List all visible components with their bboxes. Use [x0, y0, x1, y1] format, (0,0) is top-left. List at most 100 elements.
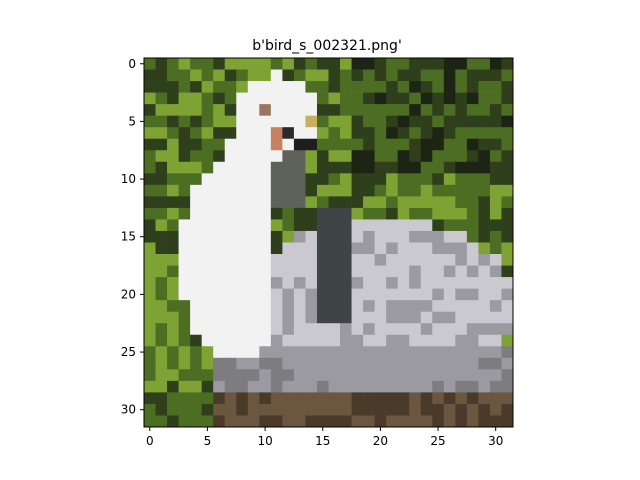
image-pixel: [178, 104, 191, 117]
image-pixel: [420, 288, 433, 301]
image-pixel: [397, 380, 410, 393]
image-pixel: [305, 254, 318, 266]
image-pixel: [409, 219, 422, 232]
image-pixel: [167, 81, 179, 93]
image-pixel: [363, 323, 375, 336]
image-pixel: [190, 207, 203, 220]
image-pixel: [420, 138, 433, 151]
image-pixel: [155, 196, 168, 209]
image-pixel: [213, 127, 226, 140]
image-pixel: [213, 115, 226, 128]
image-pixel: [144, 196, 156, 209]
image-pixel: [259, 196, 272, 209]
image-pixel: [213, 150, 226, 163]
image-pixel: [374, 104, 387, 117]
image-pixel: [478, 357, 491, 370]
image-pixel: [351, 357, 364, 370]
image-pixel: [270, 138, 283, 151]
image-pixel: [316, 277, 329, 289]
image-pixel: [155, 69, 168, 82]
image-pixel: [466, 415, 479, 428]
image-pixel: [247, 196, 260, 209]
image-pixel: [190, 254, 203, 266]
image-pixel: [328, 138, 341, 151]
image-pixel: [420, 277, 433, 289]
image-pixel: [455, 323, 468, 336]
image-pixel: [432, 415, 445, 428]
image-pixel: [178, 334, 191, 347]
image-pixel: [363, 265, 375, 278]
image-pixel: [455, 150, 468, 163]
image-pixel: [466, 380, 479, 393]
image-pixel: [201, 161, 214, 174]
image-pixel: [328, 403, 341, 416]
image-pixel: [374, 127, 387, 140]
image-pixel: [455, 69, 468, 82]
image-pixel: [443, 403, 456, 416]
image-pixel: [501, 138, 514, 151]
image-pixel: [213, 380, 226, 393]
image-pixel: [201, 58, 214, 70]
image-pixel: [190, 69, 203, 82]
image-pixel: [270, 127, 283, 140]
image-pixel: [409, 288, 422, 301]
image-pixel: [374, 92, 387, 105]
image-pixel: [282, 380, 295, 393]
image-pixel: [420, 173, 433, 186]
x-tick-label: 15: [315, 434, 330, 448]
axes-frame: [143, 57, 514, 428]
image-pixel: [501, 242, 514, 255]
image-pixel: [340, 104, 352, 117]
image-pixel: [409, 81, 422, 93]
image-pixel: [236, 69, 249, 82]
image-pixel: [236, 288, 249, 301]
image-pixel: [224, 104, 237, 117]
image-pixel: [236, 415, 249, 428]
image-pixel: [340, 138, 352, 151]
image-pixel: [259, 184, 272, 197]
image-pixel: [420, 334, 433, 347]
image-pixel: [478, 380, 491, 393]
image-pixel: [363, 403, 375, 416]
image-pixel: [455, 242, 468, 255]
image-pixel: [386, 403, 399, 416]
image-pixel: [466, 92, 479, 105]
image-pixel: [432, 207, 445, 220]
image-pixel: [293, 300, 306, 313]
image-pixel: [144, 92, 156, 105]
image-pixel: [409, 207, 422, 220]
image-pixel: [270, 58, 283, 70]
image-pixel: [386, 369, 399, 382]
image-pixel: [144, 265, 156, 278]
image-pixel: [478, 138, 491, 151]
image-pixel: [397, 58, 410, 70]
image-pixel: [386, 288, 399, 301]
image-pixel: [328, 369, 341, 382]
image-pixel: [316, 207, 329, 220]
image-pixel: [340, 346, 352, 359]
image-pixel: [443, 230, 456, 243]
image-pixel: [374, 334, 387, 347]
image-pixel: [466, 138, 479, 151]
image-pixel: [328, 150, 341, 163]
image-pixel: [305, 380, 318, 393]
image-pixel: [432, 115, 445, 128]
image-pixel: [259, 138, 272, 151]
image-pixel: [213, 415, 226, 428]
image-pixel: [305, 92, 318, 105]
image-pixel: [489, 288, 502, 301]
image-pixel: [432, 334, 445, 347]
image-pixel: [420, 392, 433, 405]
image-pixel: [409, 369, 422, 382]
image-pixel: [224, 207, 237, 220]
image-pixel: [455, 415, 468, 428]
image-pixel: [155, 415, 168, 428]
image-pixel: [305, 346, 318, 359]
image-pixel: [259, 323, 272, 336]
image-pixel: [420, 254, 433, 266]
image-pixel: [455, 300, 468, 313]
image-pixel: [397, 219, 410, 232]
image-pixel: [155, 173, 168, 186]
image-pixel: [489, 254, 502, 266]
image-pixel: [340, 230, 352, 243]
